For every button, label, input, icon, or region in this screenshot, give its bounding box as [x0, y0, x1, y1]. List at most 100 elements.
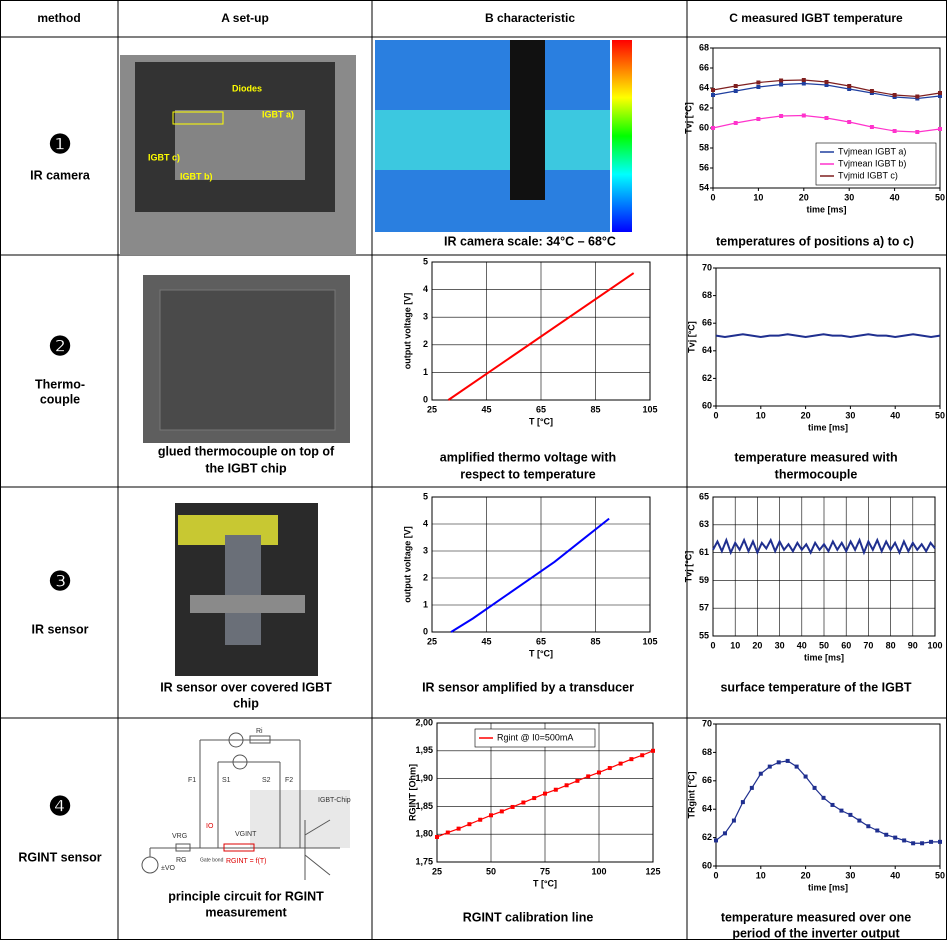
x-tick-label: 20 — [799, 192, 809, 202]
marker — [893, 836, 897, 840]
y-tick-label: 0 — [423, 626, 428, 636]
caption: temperature measured with — [734, 450, 897, 464]
marker — [825, 80, 829, 84]
x-tick-label: 30 — [844, 192, 854, 202]
x-tick-label: 0 — [713, 870, 718, 880]
x-tick-label: 40 — [890, 192, 900, 202]
x-tick-label: 30 — [845, 870, 855, 880]
x-tick-label: 75 — [540, 866, 550, 876]
y-tick-label: 63 — [699, 519, 709, 529]
y-tick-label: 61 — [699, 547, 709, 557]
marker — [848, 813, 852, 817]
caption: glued thermocouple on top of — [158, 444, 335, 458]
x-tick-label: 10 — [730, 640, 740, 650]
y-tick-label: 60 — [702, 860, 712, 870]
chip — [160, 290, 335, 430]
marker — [457, 827, 461, 831]
y-tick-label: 62 — [702, 832, 712, 842]
marker — [795, 765, 799, 769]
legend-label: Tvjmean IGBT a) — [838, 146, 906, 156]
marker — [741, 800, 745, 804]
marker — [847, 120, 851, 124]
marker — [875, 829, 879, 833]
header: A set-up — [221, 11, 269, 25]
number: ❹ — [48, 791, 71, 821]
marker — [714, 838, 718, 842]
y-tick-label: 62 — [699, 102, 709, 112]
y-tick-label: 68 — [699, 42, 709, 52]
y-tick-label: 3 — [423, 545, 428, 555]
y-axis-label: Tvj [°C] — [683, 102, 693, 134]
x-tick-label: 0 — [710, 192, 715, 202]
sensor-plate — [190, 595, 305, 613]
marker — [857, 819, 861, 823]
marker — [938, 91, 942, 95]
circuit-label: S1 — [222, 777, 231, 784]
marker — [489, 813, 493, 817]
circuit-label: Ri — [256, 728, 263, 735]
marker — [915, 130, 919, 134]
y-tick-label: 1,95 — [415, 745, 433, 755]
data-line — [716, 334, 940, 337]
x-tick-label: 20 — [801, 410, 811, 420]
x-tick-label: 30 — [775, 640, 785, 650]
y-tick-label: 55 — [699, 630, 709, 640]
x-tick-label: 85 — [590, 636, 600, 646]
marker — [777, 760, 781, 764]
header: C measured IGBT temperature — [729, 11, 903, 25]
y-axis-label: TRgint [°C] — [686, 771, 696, 818]
y-tick-label: 62 — [702, 373, 712, 383]
y-tick-label: 2 — [423, 339, 428, 349]
y-tick-label: 68 — [702, 290, 712, 300]
y-axis-label: RGINT [Ohm] — [407, 764, 417, 821]
number: ❸ — [48, 566, 71, 596]
marker — [554, 788, 558, 792]
marker — [847, 84, 851, 88]
x-tick-label: 65 — [536, 404, 546, 414]
marker — [779, 83, 783, 87]
marker — [822, 796, 826, 800]
legend-label: Rgint @ I0=500mA — [497, 732, 573, 742]
y-tick-label: 4 — [423, 284, 428, 294]
x-tick-label: 10 — [753, 192, 763, 202]
caption: surface temperature of the IGBT — [720, 680, 911, 694]
x-tick-label: 80 — [886, 640, 896, 650]
colorbar — [612, 40, 632, 232]
label: IGBT c) — [148, 152, 180, 162]
label: Diodes — [232, 83, 262, 93]
caption: temperature measured over one — [721, 910, 911, 924]
y-axis-label: Tvj [°C] — [686, 321, 696, 353]
caption: measurement — [205, 905, 287, 919]
x-tick-label: 40 — [890, 410, 900, 420]
x-tick-label: 40 — [797, 640, 807, 650]
x-tick-label: 45 — [481, 636, 491, 646]
x-tick-label: 50 — [486, 866, 496, 876]
circuit-label: F2 — [285, 777, 293, 784]
marker — [884, 833, 888, 837]
x-axis-label: time [ms] — [804, 652, 844, 662]
y-tick-label: 64 — [702, 804, 712, 814]
marker — [915, 95, 919, 99]
marker — [608, 766, 612, 770]
x-tick-label: 40 — [890, 870, 900, 880]
caption: RGINT calibration line — [463, 910, 594, 924]
x-tick-label: 0 — [713, 410, 718, 420]
marker — [938, 127, 942, 131]
y-axis-label: output voltage [V] — [402, 293, 412, 370]
y-tick-label: 1,75 — [415, 856, 433, 866]
caption: thermocouple — [775, 467, 858, 481]
marker — [804, 775, 808, 779]
y-tick-label: 66 — [699, 62, 709, 72]
y-tick-label: 1 — [423, 367, 428, 377]
marker — [830, 803, 834, 807]
y-tick-label: 54 — [699, 182, 709, 192]
x-tick-label: 70 — [863, 640, 873, 650]
label: IGBT a) — [262, 109, 294, 119]
x-tick-label: 50 — [935, 192, 945, 202]
method: IR camera — [30, 168, 91, 182]
caption: respect to temperature — [460, 467, 596, 481]
circuit-label: Gate bond — [200, 857, 224, 863]
plot-frame — [716, 724, 940, 866]
circuit-label: VRG — [172, 833, 187, 840]
y-tick-label: 66 — [702, 318, 712, 328]
